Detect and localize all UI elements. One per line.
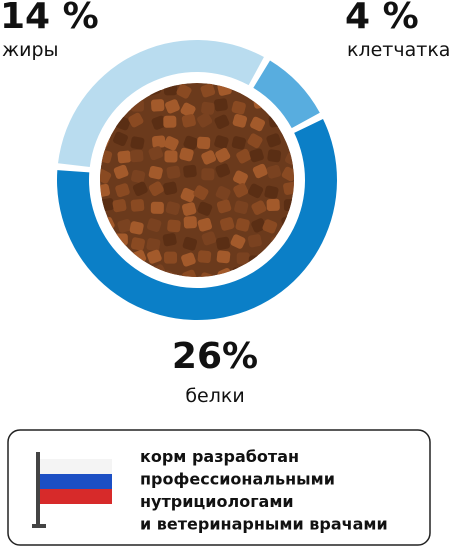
donut-segment: [253, 60, 320, 129]
value-label: 4 %: [345, 0, 419, 37]
category-label: жиры: [2, 39, 59, 61]
donut-segment: [58, 39, 264, 168]
badge-text: нутрициологами: [140, 492, 294, 511]
flag: [32, 452, 112, 528]
value-label: 14 %: [0, 0, 99, 37]
badge-text: профессиональными: [140, 470, 335, 489]
badge-text: и ветеринарными врачами: [140, 515, 388, 534]
category-label: клетчатка: [347, 39, 450, 61]
badge-box: [7, 429, 431, 546]
donut-segment: [57, 118, 337, 320]
badge-text: корм разработан: [140, 447, 299, 466]
category-label: белки: [185, 385, 244, 407]
value-label: 26%: [172, 336, 258, 377]
